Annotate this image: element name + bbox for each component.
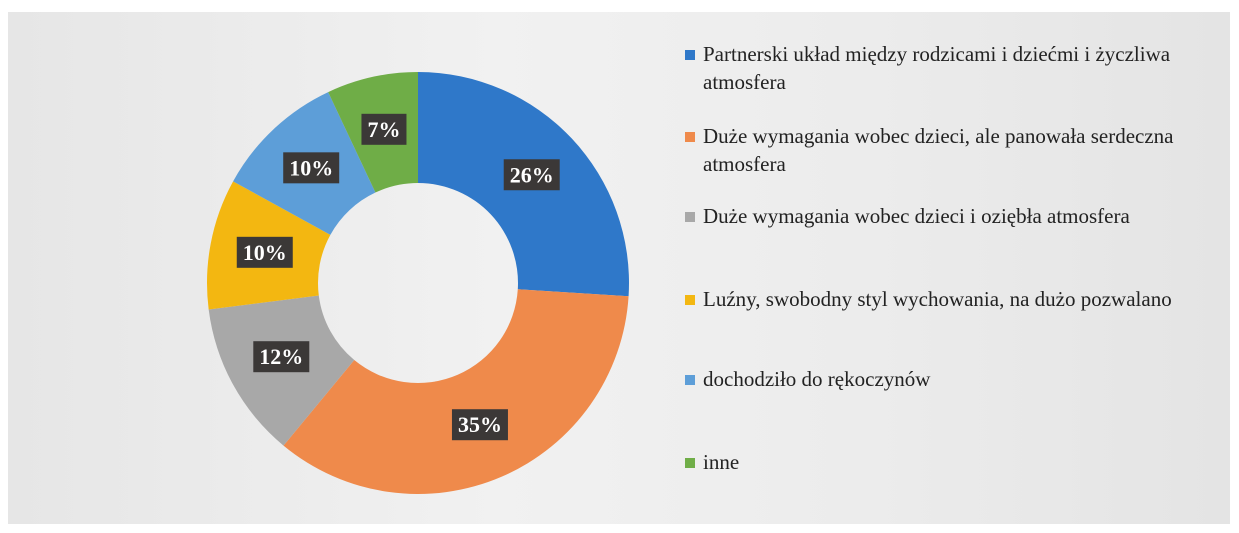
- data-label-text: 10%: [289, 155, 333, 180]
- data-label-bg: [283, 152, 340, 184]
- data-label: 26%: [503, 159, 560, 191]
- legend-swatch: [685, 212, 695, 222]
- legend-swatch: [685, 50, 695, 60]
- legend-item: inne: [685, 448, 1225, 476]
- data-label: 7%: [361, 113, 407, 145]
- data-label: 12%: [253, 341, 310, 373]
- legend-item: Partnerski układ między rodzicami i dzie…: [685, 40, 1225, 96]
- data-label-bg: [253, 341, 310, 373]
- legend-label: Duże wymagania wobec dzieci, ale panował…: [703, 124, 1174, 176]
- legend-label: inne: [703, 450, 740, 474]
- data-label-text: 12%: [259, 344, 303, 369]
- legend-item: Luźny, swobodny styl wychowania, na dużo…: [685, 285, 1225, 313]
- legend-item: Duże wymagania wobec dzieci i oziębła at…: [685, 202, 1225, 230]
- data-label: 10%: [236, 236, 293, 268]
- data-label-bg: [451, 409, 508, 441]
- legend-swatch: [685, 458, 695, 468]
- legend-swatch: [685, 295, 695, 305]
- legend-label: Luźny, swobodny styl wychowania, na dużo…: [703, 287, 1172, 311]
- data-label-text: 7%: [367, 117, 400, 142]
- data-label-text: 35%: [458, 412, 502, 437]
- data-label-bg: [236, 236, 293, 268]
- legend-swatch: [685, 132, 695, 142]
- data-label-bg: [361, 113, 407, 145]
- data-label-text: 10%: [243, 240, 287, 265]
- legend-label: Partnerski układ między rodzicami i dzie…: [703, 42, 1171, 94]
- legend-item: Duże wymagania wobec dzieci, ale panował…: [685, 122, 1225, 178]
- legend-item: dochodziło do rękoczynów: [685, 365, 1225, 393]
- data-label-bg: [503, 159, 560, 191]
- data-label: 35%: [451, 409, 508, 441]
- legend-label: Duże wymagania wobec dzieci i oziębła at…: [703, 204, 1130, 228]
- donut-slice: [283, 289, 629, 495]
- legend-label: dochodziło do rękoczynów: [703, 367, 931, 391]
- legend-swatch: [685, 375, 695, 385]
- data-label-text: 26%: [510, 162, 554, 187]
- data-label: 10%: [283, 152, 340, 184]
